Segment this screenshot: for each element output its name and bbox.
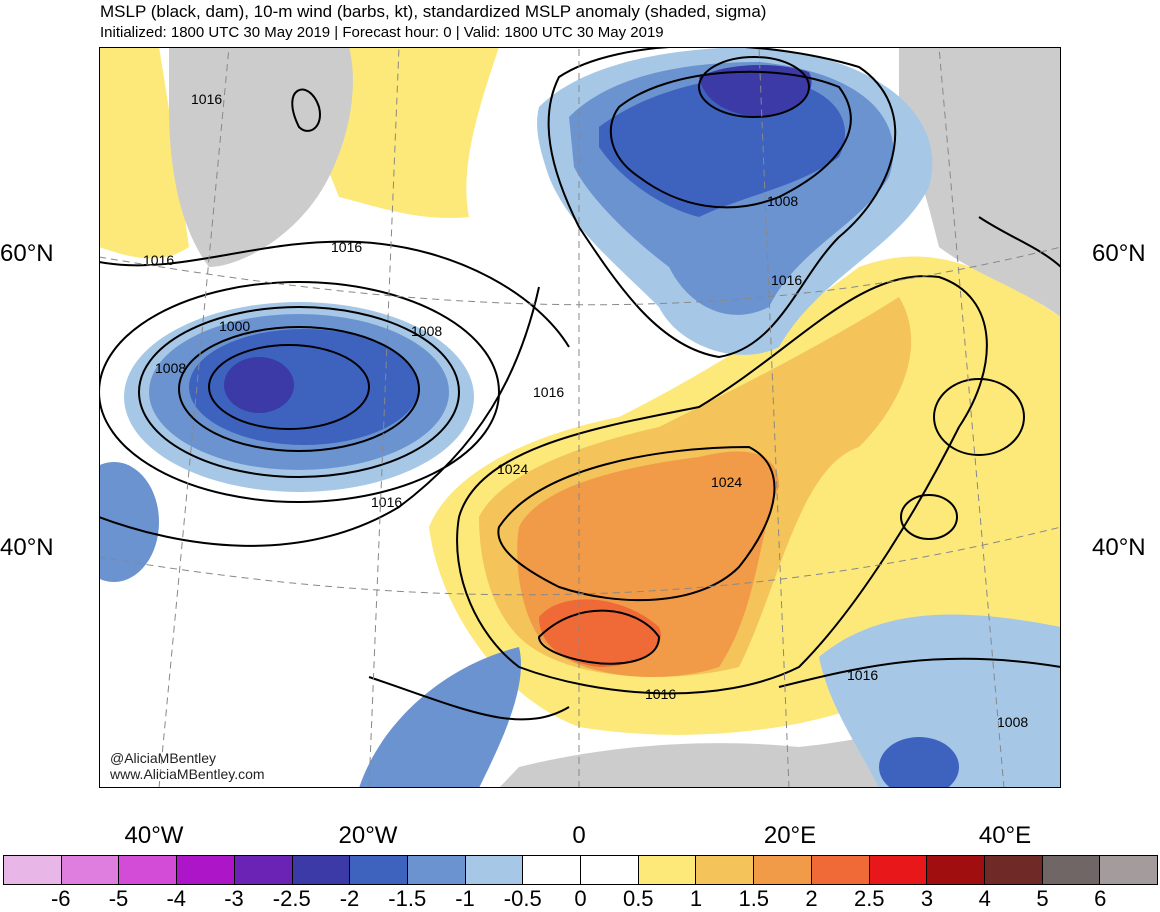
colorbar-swatch — [754, 856, 812, 884]
colorbar-label: -2 — [339, 886, 360, 911]
se-negative-core — [879, 737, 959, 788]
colorbar-swatch — [119, 856, 178, 884]
colorbar-label: -3 — [224, 886, 244, 911]
isobar-label: 1016 — [191, 91, 222, 107]
colorbar-label: 2.5 — [853, 886, 885, 911]
isobar-label: 1008 — [997, 714, 1028, 730]
colorbar-swatch — [4, 856, 62, 884]
colorbar-swatch — [523, 856, 582, 884]
isobar-label: 1016 — [771, 272, 802, 288]
isobar-label: 1016 — [143, 252, 174, 268]
colorbar-swatch — [465, 856, 524, 884]
colorbar-swatch — [1100, 856, 1158, 884]
lat-label-60n: 60°N — [0, 240, 54, 267]
colorbar-swatch — [811, 856, 870, 884]
lon-label-40w: 40°W — [124, 822, 184, 849]
graticule — [99, 47, 1061, 788]
colorbar-label: -0.5 — [503, 886, 542, 911]
colorbar-label: 2 — [805, 886, 818, 911]
colorbar-label: -2.5 — [272, 886, 311, 911]
colorbar-swatch — [234, 856, 293, 884]
atlantic-low-center — [224, 357, 294, 413]
colorbar-swatch — [869, 856, 928, 884]
colorbar-label: 4 — [978, 886, 991, 911]
colorbar-swatch — [696, 856, 755, 884]
map-title: MSLP (black, dam), 10-m wind (barbs, kt)… — [100, 2, 767, 21]
colorbar-label: -4 — [166, 886, 187, 911]
isobar-label: 1024 — [711, 474, 742, 490]
lon-label-0: 0 — [572, 822, 586, 849]
colorbar-label: 0.5 — [622, 886, 654, 911]
west-edge-low-anomaly — [99, 462, 159, 582]
lat-label-60n-right: 60°N — [1092, 240, 1146, 267]
colorbar-label: -1.5 — [388, 886, 427, 911]
isobar-label: 1000 — [219, 318, 250, 334]
isobar-label: 1016 — [371, 494, 402, 510]
colorbar-swatch — [1042, 856, 1101, 884]
credit-handle: @AliciaMBentley — [110, 750, 217, 766]
isobar-label: 1008 — [155, 360, 186, 376]
isobar-label: 1008 — [411, 323, 442, 339]
isobar-label: 1016 — [645, 686, 676, 702]
colorbar-label: -6 — [50, 886, 71, 911]
isobar-label: 1016 — [533, 384, 564, 400]
colorbar-swatch — [350, 856, 408, 884]
colorbar-swatch — [61, 856, 120, 884]
colorbar — [3, 855, 1158, 885]
colorbar-label: -1 — [455, 886, 475, 911]
map-subtitle: Initialized: 1800 UTC 30 May 2019 | Fore… — [100, 24, 664, 41]
colorbar-swatch — [984, 856, 1043, 884]
colorbar-label: 1 — [689, 886, 703, 911]
colorbar-label: 6 — [1094, 886, 1107, 911]
lon-label-40e: 40°E — [978, 822, 1032, 849]
colorbar-swatch — [927, 856, 985, 884]
russia-land — [899, 47, 1061, 317]
west-positive-area — [99, 47, 189, 259]
se-negative-anomaly — [819, 614, 1061, 788]
isobar-labels: 1016 1016 1016 1000 1008 1008 1016 1016 … — [143, 91, 1028, 730]
atlantic-low-core — [189, 329, 419, 445]
lat-label-40n: 40°N — [0, 534, 54, 561]
colorbar-swatch — [638, 856, 697, 884]
weather-map: 1016 1016 1016 1000 1008 1008 1016 1016 … — [99, 47, 1061, 788]
colorbar-label: 5 — [1036, 886, 1049, 911]
isobar-label: 1016 — [331, 239, 362, 255]
colorbar-label: 3 — [920, 886, 934, 911]
colorbar-swatch — [292, 856, 351, 884]
isobar-label: 1008 — [767, 193, 798, 209]
colorbar-label: 0 — [574, 886, 587, 911]
colorbar-swatch — [407, 856, 466, 884]
isobars — [99, 47, 1061, 721]
sw-negative-anomaly — [359, 647, 521, 788]
colorbar-label: -5 — [108, 886, 129, 911]
isobar-label: 1016 — [847, 667, 878, 683]
credit-website: www.AliciaMBentley.com — [110, 766, 265, 782]
colorbar-swatch — [581, 856, 639, 884]
lon-label-20e: 20°E — [763, 822, 817, 849]
greenland-land — [169, 47, 353, 267]
isobar-label: 1024 — [497, 461, 528, 477]
lat-label-40n-right: 40°N — [1092, 534, 1146, 561]
scandinavia-low-center — [699, 65, 812, 117]
colorbar-label: 1.5 — [738, 886, 770, 911]
lon-label-20w: 20°W — [338, 822, 398, 849]
colorbar-swatch — [177, 856, 235, 884]
